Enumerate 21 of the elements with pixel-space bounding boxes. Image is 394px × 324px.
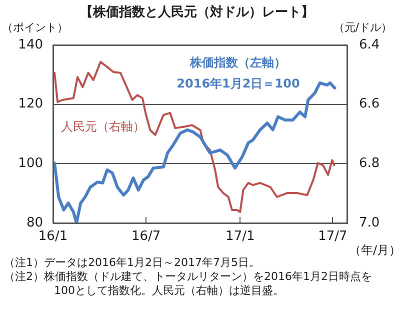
x-tick-label: 16/7 [131,229,161,244]
text: 株価指数（左軸） [189,55,286,70]
text: （注2）株価指数（ドル建て、トータルリターン）を2016年1月2日時点を100として指数化。人民元（右軸）は逆目盛。 [4,270,373,298]
y2-tick-label: 6.4 [359,37,380,52]
y-tick-label: 80 [26,215,43,230]
chart-title: 【株価指数と人民元（対ドル）レート】 [80,4,314,20]
annotation: 2016年1月2日＝100 [176,76,300,90]
y-tick-label: 140 [18,37,43,52]
series-label: 人民元（右軸） [60,119,145,134]
y2-tick-label: 6.6 [359,96,380,112]
text: （注1）データは2016年1月2日～2017年7月5日。 [4,256,261,270]
y2-axis-title: （元/ドル） [333,21,392,34]
y2-tick-label: 7.0 [359,215,380,230]
x-tick-label: 17/1 [226,229,255,244]
x-tick-label: 16/1 [38,229,68,244]
y-tick-label: 120 [18,96,43,112]
y2-tick-label: 6.8 [359,156,380,172]
x-axis-title: （年/月） [349,243,394,257]
y-tick-label: 100 [18,156,43,172]
x-tick-label: 17/7 [318,229,348,244]
y-axis-title: （ポイント） [2,21,68,34]
